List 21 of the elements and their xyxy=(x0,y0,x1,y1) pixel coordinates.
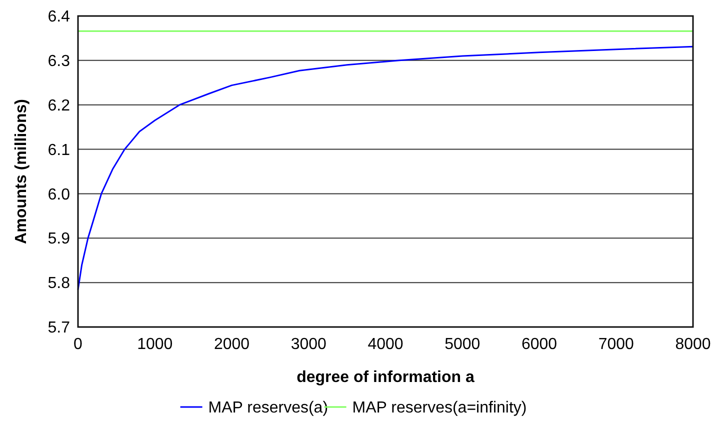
x-tick-label: 8000 xyxy=(675,336,711,353)
y-axis-title: Amounts (millions) xyxy=(13,99,30,244)
y-tick-label: 6.3 xyxy=(48,53,70,70)
x-tick-label: 5000 xyxy=(444,336,480,353)
x-tick-label: 2000 xyxy=(214,336,250,353)
x-tick-label: 3000 xyxy=(290,336,327,353)
x-axis-title: degree of information a xyxy=(296,369,474,386)
x-tick-label: 1000 xyxy=(137,336,173,353)
y-tick-label: 6.2 xyxy=(48,97,70,114)
y-tick-label: 6.0 xyxy=(48,186,70,204)
y-tick-label: 5.8 xyxy=(48,275,70,292)
x-tick-label: 6000 xyxy=(521,336,558,353)
y-tick-label: 6.4 xyxy=(48,8,70,26)
y-tick-label: 5.9 xyxy=(48,230,70,248)
y-tick-label: 6.1 xyxy=(48,142,70,159)
x-tick-label: 7000 xyxy=(598,336,634,353)
legend-label: MAP reserves(a) xyxy=(208,400,328,417)
x-tick-label: 0 xyxy=(74,336,83,353)
legend-label: MAP reserves(a=infinity) xyxy=(352,400,527,417)
y-tick-label: 5.7 xyxy=(48,320,70,337)
x-tick-label: 4000 xyxy=(368,336,404,353)
